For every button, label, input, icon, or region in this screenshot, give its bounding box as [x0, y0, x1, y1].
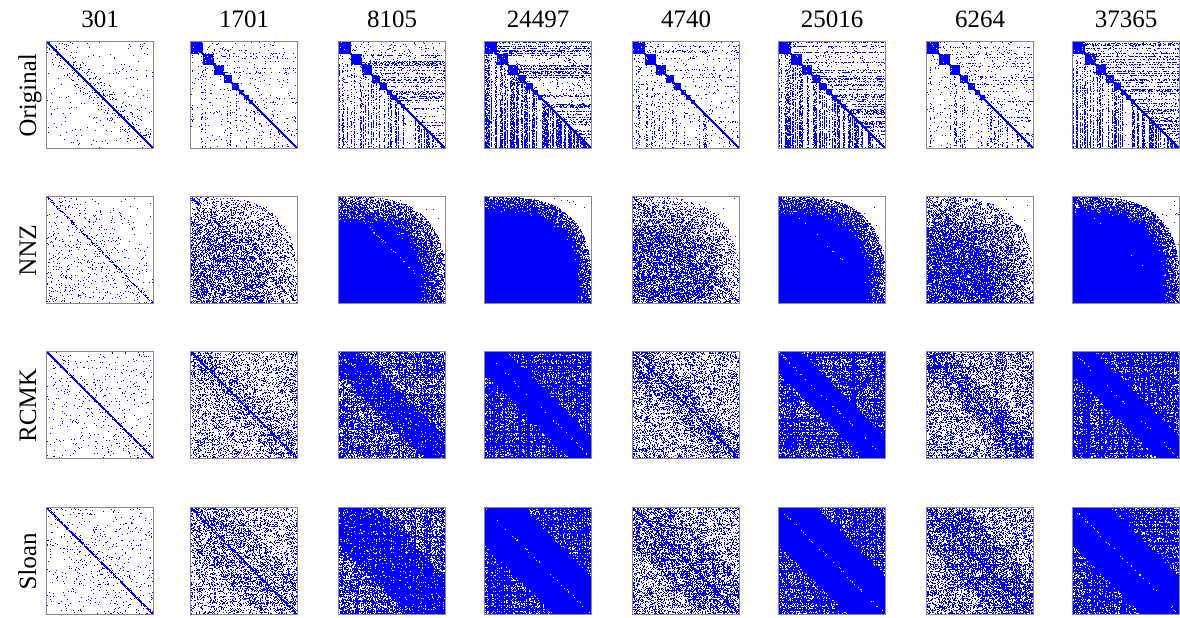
nonzero-pattern [338, 196, 446, 304]
sparsity-plot [778, 41, 886, 149]
row-label: NNZ [15, 224, 42, 275]
sparsity-plot [190, 41, 298, 149]
sparsity-plot [484, 351, 592, 459]
sparsity-plot [632, 351, 740, 459]
nonzero-pattern [778, 351, 886, 459]
nonzero-pattern [778, 196, 886, 304]
nonzero-pattern [484, 507, 592, 615]
column-header: 25016 [801, 6, 864, 33]
nonzero-pattern [46, 351, 154, 459]
sparsity-plot [338, 507, 446, 615]
nonzero-pattern [190, 41, 298, 149]
sparsity-plot [1072, 507, 1180, 615]
row-label: RCMK [15, 368, 42, 442]
sparsity-plot [1072, 351, 1180, 459]
nonzero-pattern [1072, 41, 1180, 149]
nonzero-pattern [632, 41, 740, 149]
nonzero-pattern [190, 351, 298, 459]
sparsity-plot [926, 196, 1034, 304]
nonzero-pattern [46, 41, 154, 149]
nonzero-pattern [1072, 351, 1180, 459]
nonzero-pattern [926, 196, 1034, 304]
nonzero-pattern [484, 351, 592, 459]
sparsity-plot [484, 41, 592, 149]
sparsity-plot [778, 196, 886, 304]
nonzero-pattern [46, 507, 154, 615]
sparsity-plot [338, 351, 446, 459]
nonzero-pattern [338, 351, 446, 459]
sparsity-plot [338, 196, 446, 304]
column-header: 301 [81, 6, 119, 33]
nonzero-pattern [190, 507, 298, 615]
sparsity-plot [190, 196, 298, 304]
sparsity-plot [632, 41, 740, 149]
column-header: 1701 [219, 6, 269, 33]
nonzero-pattern [46, 196, 154, 304]
sparsity-plot [190, 507, 298, 615]
sparsity-plot [190, 351, 298, 459]
nonzero-pattern [338, 507, 446, 615]
nonzero-pattern [926, 507, 1034, 615]
nonzero-pattern [778, 507, 886, 615]
sparsity-plot [484, 196, 592, 304]
nonzero-pattern [632, 196, 740, 304]
figure: 301 1701 8105 24497 4740 25016 6264 37365 Origin… [0, 0, 1180, 618]
sparsity-plot [1072, 196, 1180, 304]
nonzero-pattern [190, 196, 298, 304]
row-label: Original [15, 53, 42, 136]
column-header: 24497 [507, 6, 570, 33]
nonzero-pattern [338, 41, 446, 149]
sparsity-plot [926, 41, 1034, 149]
nonzero-pattern [484, 196, 592, 304]
column-header: 8105 [367, 6, 417, 33]
sparsity-plot [338, 41, 446, 149]
nonzero-pattern [1072, 507, 1180, 615]
sparsity-plot [632, 507, 740, 615]
sparsity-plot [484, 507, 592, 615]
row-label: Sloan [15, 532, 42, 589]
column-header: 37365 [1095, 6, 1158, 33]
column-header: 6264 [955, 6, 1006, 33]
sparsity-plot [46, 507, 154, 615]
nonzero-pattern [1072, 196, 1180, 304]
column-header: 4740 [661, 6, 711, 33]
sparsity-plot [926, 507, 1034, 615]
sparsity-plot [778, 351, 886, 459]
sparsity-plot [46, 196, 154, 304]
sparsity-plot [632, 196, 740, 304]
nonzero-pattern [484, 41, 592, 149]
nonzero-pattern [778, 41, 886, 149]
nonzero-pattern [926, 351, 1034, 459]
nonzero-pattern [926, 41, 1034, 149]
sparsity-plot [46, 351, 154, 459]
sparsity-plot [778, 507, 886, 615]
sparsity-plot [46, 41, 154, 149]
nonzero-pattern [632, 351, 740, 459]
sparsity-plot [1072, 41, 1180, 149]
sparsity-plot [926, 351, 1034, 459]
nonzero-pattern [632, 507, 740, 615]
